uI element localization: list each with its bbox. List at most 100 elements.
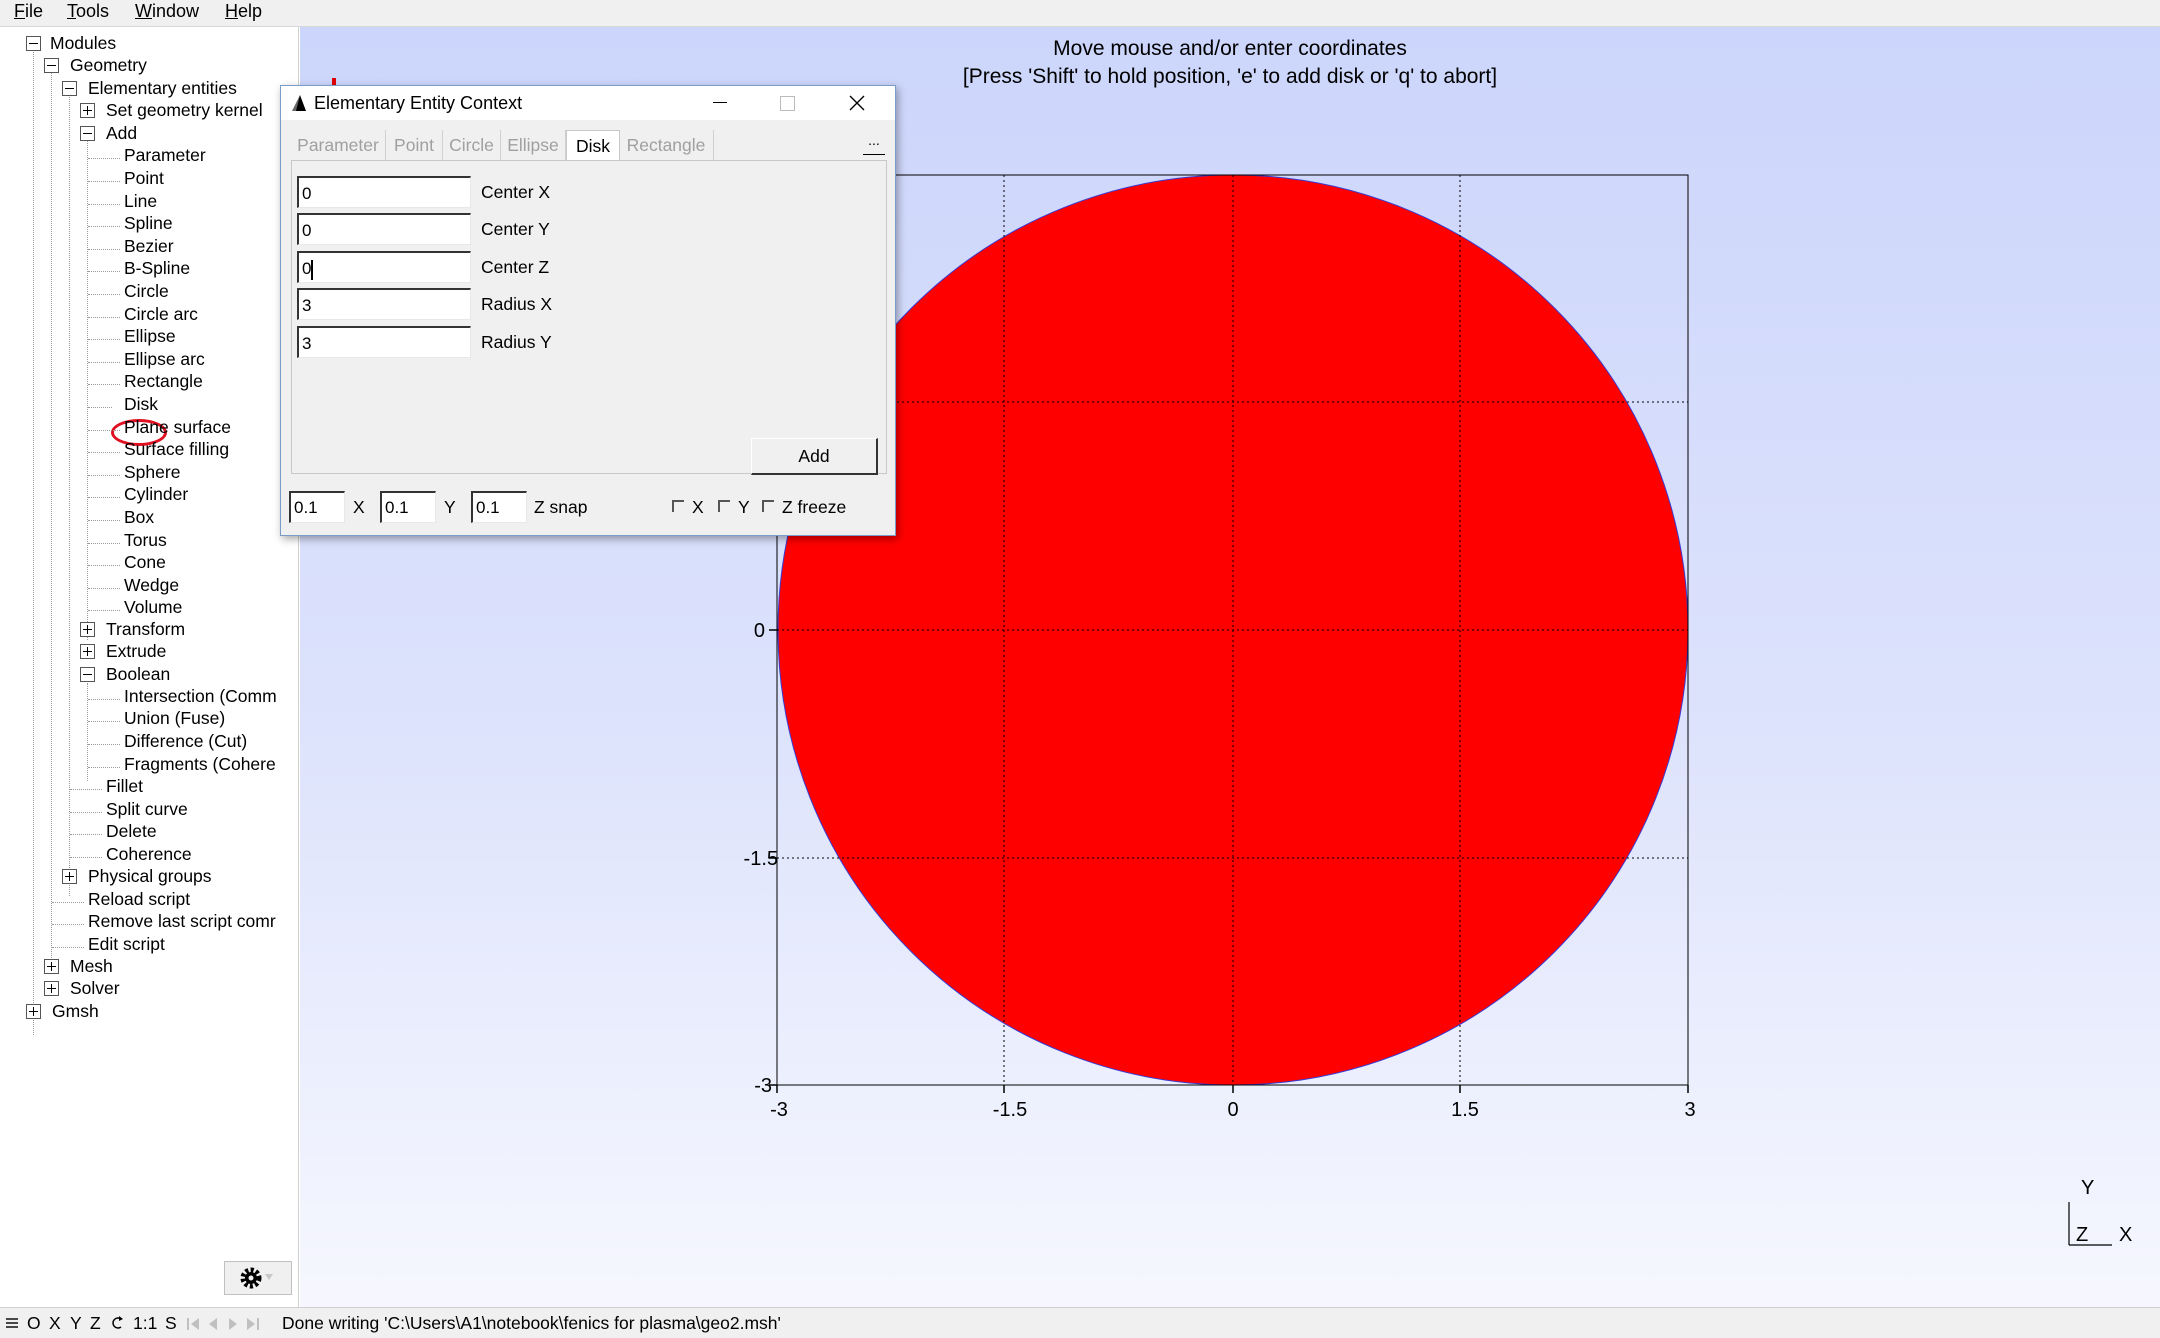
tree-item-rectangle[interactable]: Rectangle bbox=[124, 371, 203, 391]
tree-item-box[interactable]: Box bbox=[124, 507, 155, 527]
freeze-z-label: Z freeze bbox=[782, 497, 847, 517]
tree-mesh[interactable]: Mesh bbox=[70, 956, 113, 976]
view-s-button[interactable]: S bbox=[165, 1313, 177, 1333]
tree-extrude[interactable]: Extrude bbox=[106, 641, 167, 661]
view-o-button[interactable]: O bbox=[27, 1313, 41, 1333]
tree-item-ellipse[interactable]: Ellipse bbox=[124, 326, 176, 346]
tree-physical-groups[interactable]: Physical groups bbox=[88, 866, 212, 886]
menu-window[interactable]: Window bbox=[135, 1, 200, 21]
freeze-x-checkbox[interactable] bbox=[672, 500, 684, 512]
tree-item-line[interactable]: Line bbox=[124, 191, 158, 211]
tree-fillet[interactable]: Fillet bbox=[106, 776, 143, 796]
expander-geometry[interactable] bbox=[44, 58, 59, 73]
close-icon[interactable] bbox=[849, 95, 865, 111]
tree-item-intersection[interactable]: Intersection (Comm bbox=[124, 686, 277, 706]
status-bar: O X Y Z 1:1 S Done writing 'C:\Users\A1\… bbox=[0, 1307, 2160, 1338]
prompt-line-1: Move mouse and/or enter coordinates bbox=[1053, 37, 1407, 60]
tree-item-sphere[interactable]: Sphere bbox=[124, 462, 181, 482]
expander-physical-groups[interactable] bbox=[62, 869, 77, 884]
tree-item-cone[interactable]: Cone bbox=[124, 552, 166, 572]
freeze-z-checkbox[interactable] bbox=[762, 500, 774, 512]
center-y-input[interactable]: 0 bbox=[297, 213, 471, 245]
tree-item-union[interactable]: Union (Fuse) bbox=[124, 708, 226, 728]
tab-circle[interactable]: Circle bbox=[443, 130, 501, 160]
expander-modules[interactable] bbox=[26, 36, 41, 51]
expander-extrude[interactable] bbox=[80, 644, 95, 659]
add-button[interactable]: Add bbox=[751, 438, 878, 475]
dialog-titlebar[interactable]: Elementary Entity Context bbox=[281, 86, 895, 120]
message-list-icon[interactable] bbox=[6, 1317, 20, 1331]
center-z-value: 0 bbox=[302, 259, 312, 278]
tree-solver[interactable]: Solver bbox=[70, 978, 120, 998]
snap-y-input[interactable]: 0.1 bbox=[380, 491, 436, 523]
tree-item-b-spline[interactable]: B-Spline bbox=[124, 258, 191, 278]
scale-1-1-button[interactable]: 1:1 bbox=[133, 1313, 158, 1333]
tree-modules[interactable]: Modules bbox=[50, 33, 117, 53]
tree-item-wedge[interactable]: Wedge bbox=[124, 575, 180, 595]
tree-item-spline[interactable]: Spline bbox=[124, 213, 173, 233]
menu-file[interactable]: File bbox=[14, 1, 44, 21]
tree-elementary-entities[interactable]: Elementary entities bbox=[88, 78, 237, 98]
freeze-y-checkbox[interactable] bbox=[718, 500, 730, 512]
animation-controls-icon[interactable] bbox=[187, 1316, 267, 1332]
tab-rectangle[interactable]: Rectangle bbox=[619, 130, 714, 160]
tree-item-circle-arc[interactable]: Circle arc bbox=[124, 304, 198, 324]
tab-parameter[interactable]: Parameter bbox=[291, 130, 386, 160]
menubar: File Tools Window Help bbox=[0, 0, 2160, 27]
rotate-icon[interactable] bbox=[109, 1314, 125, 1332]
tree-geometry[interactable]: Geometry bbox=[70, 55, 147, 75]
expander-elementary-entities[interactable] bbox=[62, 81, 77, 96]
tree-reload-script[interactable]: Reload script bbox=[88, 889, 191, 909]
expander-transform[interactable] bbox=[80, 622, 95, 637]
tab-disk[interactable]: Disk bbox=[566, 130, 620, 161]
tree-add[interactable]: Add bbox=[106, 123, 138, 143]
tree-item-torus[interactable]: Torus bbox=[124, 530, 167, 550]
snap-x-input[interactable]: 0.1 bbox=[289, 491, 345, 523]
tree-gmsh[interactable]: Gmsh bbox=[52, 1001, 99, 1021]
tree-set-geometry-kernel[interactable]: Set geometry kernel bbox=[106, 100, 263, 120]
tree-item-difference[interactable]: Difference (Cut) bbox=[124, 731, 248, 751]
menu-tools[interactable]: Tools bbox=[67, 1, 110, 21]
expander-mesh[interactable] bbox=[44, 959, 59, 974]
view-x-button[interactable]: X bbox=[49, 1313, 61, 1333]
tab-ellipse[interactable]: Ellipse bbox=[501, 130, 566, 160]
tree-item-surface-filling[interactable]: Surface filling bbox=[124, 439, 230, 459]
tree-item-cylinder[interactable]: Cylinder bbox=[124, 484, 189, 504]
tree-coherence[interactable]: Coherence bbox=[106, 844, 192, 864]
tree-item-disk[interactable]: Disk bbox=[124, 394, 159, 414]
tree-boolean[interactable]: Boolean bbox=[106, 664, 171, 684]
options-button[interactable] bbox=[224, 1261, 292, 1295]
expander-add[interactable] bbox=[80, 126, 95, 141]
expander-boolean[interactable] bbox=[80, 667, 95, 682]
tree-split-curve[interactable]: Split curve bbox=[106, 799, 188, 819]
radius-y-label: Radius Y bbox=[481, 332, 552, 352]
axes-indicator: Y Z X bbox=[2068, 1177, 2132, 1246]
snap-z-input[interactable]: 0.1 bbox=[471, 491, 527, 523]
expander-set-geometry-kernel[interactable] bbox=[80, 103, 95, 118]
tree-item-fragments[interactable]: Fragments (Cohere bbox=[124, 754, 276, 774]
radius-x-input[interactable]: 3 bbox=[297, 288, 471, 320]
view-z-button[interactable]: Z bbox=[90, 1313, 101, 1333]
tree-item-volume[interactable]: Volume bbox=[124, 597, 183, 617]
radius-y-input[interactable]: 3 bbox=[297, 326, 471, 358]
tree-remove-last-script[interactable]: Remove last script comr bbox=[88, 911, 276, 931]
more-button[interactable]: ... bbox=[863, 132, 885, 155]
tree-item-circle[interactable]: Circle bbox=[124, 281, 169, 301]
tree-delete[interactable]: Delete bbox=[106, 821, 157, 841]
tab-point[interactable]: Point bbox=[386, 130, 443, 160]
tree-item-bezier[interactable]: Bezier bbox=[124, 236, 174, 256]
tree-edit-script[interactable]: Edit script bbox=[88, 934, 165, 954]
expander-gmsh[interactable] bbox=[26, 1004, 41, 1019]
tree-item-ellipse-arc[interactable]: Ellipse arc bbox=[124, 349, 205, 369]
center-x-input[interactable]: 0 bbox=[297, 176, 471, 208]
expander-solver[interactable] bbox=[44, 981, 59, 996]
tree-transform[interactable]: Transform bbox=[106, 619, 186, 639]
view-y-button[interactable]: Y bbox=[70, 1313, 82, 1333]
minimize-icon[interactable] bbox=[713, 102, 727, 103]
maximize-icon[interactable] bbox=[780, 96, 795, 111]
center-z-input[interactable]: 0 bbox=[297, 251, 471, 283]
tree-item-plane-surface[interactable]: Plane surface bbox=[124, 417, 232, 437]
menu-help[interactable]: Help bbox=[225, 1, 263, 21]
tree-item-parameter[interactable]: Parameter bbox=[124, 145, 206, 165]
tree-item-point[interactable]: Point bbox=[124, 168, 164, 188]
